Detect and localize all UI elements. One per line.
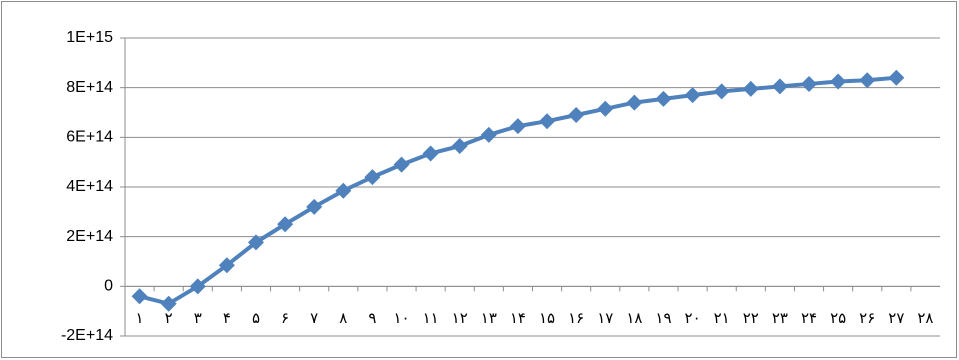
marker [655, 90, 672, 107]
marker [335, 182, 352, 199]
x-tick-label: ۲۰ [685, 309, 701, 327]
x-tick-label: ۱۹ [655, 309, 671, 327]
marker [859, 72, 876, 89]
y-tick-label: 8E+14 [66, 79, 113, 96]
x-tick-label: ۱۱ [423, 309, 439, 327]
marker [626, 94, 643, 111]
x-tick-label: ۲۸ [917, 309, 933, 327]
marker [422, 145, 439, 162]
x-tick-label: ۱۵ [539, 309, 555, 327]
x-tick-label: ۹ [368, 309, 376, 327]
marker [189, 278, 206, 295]
x-tick-label: ۲۷ [888, 309, 904, 327]
marker [306, 198, 323, 215]
marker [160, 295, 177, 312]
marker [742, 80, 759, 97]
y-tick-label: 6E+14 [66, 129, 113, 146]
x-tick-label: ۲۱ [714, 309, 730, 327]
x-tick-label: ۱۸ [626, 309, 642, 327]
marker [830, 73, 847, 90]
y-tick-label: 2E+14 [66, 228, 113, 245]
x-tick-label: ۸ [339, 309, 347, 327]
y-tick-label: 4E+14 [66, 178, 113, 195]
x-tick-label: ۲۲ [743, 309, 759, 327]
x-tick-label: ۲۳ [772, 309, 788, 327]
y-tick-label: -2E+14 [61, 327, 113, 344]
x-tick-label: ۷ [310, 309, 318, 327]
x-tick-label: ۶ [281, 309, 289, 327]
x-tick-label: ۲۴ [801, 309, 817, 327]
x-tick-label: ۱ [136, 309, 144, 327]
y-tick-label: 0 [104, 278, 113, 295]
marker [771, 78, 788, 95]
marker [451, 138, 468, 155]
marker [218, 257, 235, 274]
marker [131, 288, 148, 305]
marker [247, 234, 264, 251]
marker [713, 83, 730, 100]
x-tick-label: ۵ [252, 309, 260, 327]
x-tick-label: ۱۷ [597, 309, 613, 327]
marker [364, 169, 381, 186]
marker [568, 106, 585, 123]
x-tick-label: ۱۲ [452, 309, 468, 327]
x-tick-label: ۲ [165, 309, 173, 327]
marker [480, 126, 497, 143]
x-tick-label: ۴ [223, 309, 231, 327]
marker [597, 100, 614, 117]
marker [509, 118, 526, 135]
marker [888, 69, 905, 86]
marker [277, 216, 294, 233]
marker [801, 75, 818, 92]
y-tick-label: 1E+15 [66, 29, 113, 46]
marker [539, 113, 556, 130]
x-tick-label: ۱۰ [393, 309, 409, 327]
x-tick-label: ۱۴ [510, 309, 526, 327]
x-tick-label: ۳ [194, 309, 202, 327]
marker [684, 87, 701, 104]
x-tick-label: ۲۶ [859, 309, 875, 327]
marker [393, 156, 410, 173]
x-tick-label: ۱۶ [568, 309, 584, 327]
x-tick-label: ۱۳ [481, 309, 497, 327]
x-tick-label: ۲۵ [830, 309, 846, 327]
